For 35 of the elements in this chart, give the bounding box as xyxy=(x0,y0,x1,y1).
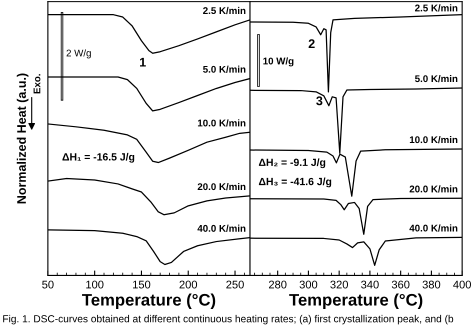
x-tick-label: 150 xyxy=(133,280,150,288)
x-tick-label: 400 xyxy=(453,280,471,288)
annotation: ΔH₂ = -9.1 J/g xyxy=(258,158,326,168)
y-axis-title: Normalized Heat (a.u.) xyxy=(16,74,28,204)
x-tick-label: 250 xyxy=(226,280,244,288)
x-tick-label: 100 xyxy=(86,280,104,288)
annotation: 3 xyxy=(316,96,322,106)
series-label: 10.0 K/min xyxy=(198,119,246,127)
series-label: 40.0 K/min xyxy=(409,224,458,232)
x-axis-title: Temperature (°C) xyxy=(82,293,216,310)
x-tick-label: 320 xyxy=(330,280,348,288)
x-tick-label: 300 xyxy=(300,280,318,288)
series-label: 20.0 K/min xyxy=(198,182,246,190)
annotation: 1 xyxy=(140,58,146,66)
text: Exo. xyxy=(34,74,40,94)
series-label: 2.5 K/min xyxy=(203,6,246,14)
x-tick-label: 360 xyxy=(392,280,410,288)
series-label: 10.0 K/min xyxy=(410,136,458,144)
x-tick-label: 50 xyxy=(42,280,54,288)
annotation: 2 W/g xyxy=(66,49,91,58)
x-tick-label: 200 xyxy=(180,280,198,288)
x-tick-label: 280 xyxy=(268,280,287,288)
x-axis-title: Temperature (°C) xyxy=(289,293,422,310)
series-label: 2.5 K/min xyxy=(415,4,458,12)
x-tick-label: 380 xyxy=(422,280,440,288)
x-tick-label: 340 xyxy=(361,280,379,288)
annotation: ΔH₁ = -16.5 J/g xyxy=(62,152,134,163)
series-label: 40.0 K/min xyxy=(197,224,246,232)
series-label: 20.0 K/min xyxy=(410,185,458,193)
series-label: 5.0 K/min xyxy=(203,66,246,73)
annotation: 2 xyxy=(308,39,315,48)
caption: Fig. 1. DSC-curves obtained at different continuous heating rates; (a) first crystallization peak, and (b xyxy=(3,314,454,324)
annotation: 10 W/g xyxy=(263,57,294,66)
series-label: 5.0 K/min xyxy=(414,74,458,82)
annotation: ΔH₃ = -41.6 J/g xyxy=(258,178,332,188)
